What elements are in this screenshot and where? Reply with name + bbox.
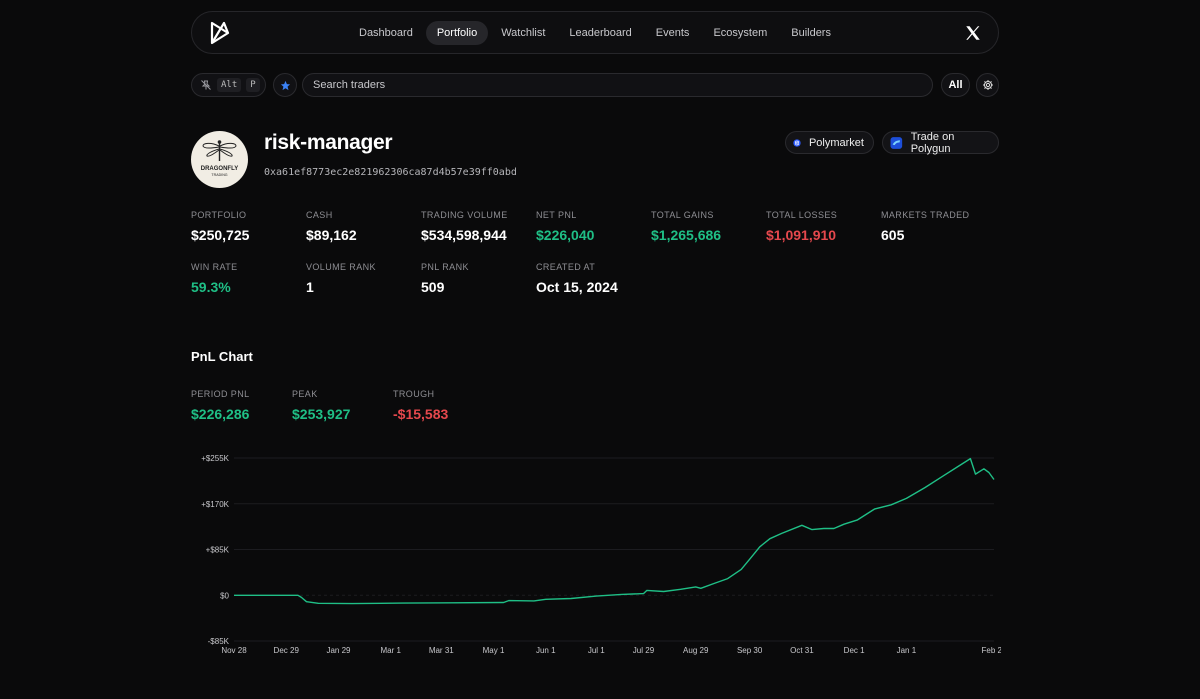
- stat-net-pnl: NET PNL $226,040: [536, 210, 594, 243]
- stat-label: PERIOD PNL: [191, 389, 250, 399]
- stat-value: Oct 15, 2024: [536, 279, 618, 295]
- stat-trading-volume: TRADING VOLUME $534,598,944: [421, 210, 508, 243]
- nav-links: Dashboard Portfolio Watchlist Leaderboard Ev…: [192, 21, 998, 45]
- stat-total-losses: TOTAL LOSSES $1,091,910: [766, 210, 837, 243]
- stat-label: MARKETS TRADED: [881, 210, 970, 220]
- x-tick-label: Sep 30: [737, 646, 763, 655]
- stat-value: 59.3%: [191, 279, 231, 295]
- nav-link-builders[interactable]: Builders: [791, 27, 831, 39]
- star-icon: [280, 80, 290, 90]
- stat-volume-rank: VOLUME RANK 1: [306, 262, 376, 295]
- filter-all-button[interactable]: All: [941, 73, 970, 97]
- stat-value: 509: [421, 279, 445, 295]
- stat-label: CASH: [306, 210, 333, 220]
- app-logo-icon[interactable]: [208, 21, 232, 45]
- nav-link-events[interactable]: Events: [655, 27, 690, 39]
- polymarket-icon: [793, 138, 801, 147]
- stat-label: TOTAL GAINS: [651, 210, 714, 220]
- dragonfly-logo-icon: DRAGONFLY TRADING: [201, 140, 238, 177]
- stat-label: VOLUME RANK: [306, 262, 376, 272]
- stat-label: NET PNL: [536, 210, 577, 220]
- stat-label: TOTAL LOSSES: [766, 210, 838, 220]
- x-tick-label: Jun 1: [536, 646, 556, 655]
- top-navigation: Dashboard Portfolio Watchlist Leaderboard Ev…: [191, 11, 999, 54]
- search-input[interactable]: [302, 73, 933, 97]
- x-tick-label: Jan 1: [897, 646, 917, 655]
- stat-trough: TROUGH -$15,583: [393, 389, 448, 422]
- stat-win-rate: WIN RATE 59.3%: [191, 262, 238, 295]
- stat-label: TROUGH: [393, 389, 435, 399]
- stat-label: TRADING VOLUME: [421, 210, 508, 220]
- polygun-icon: [890, 136, 903, 149]
- shortcut-key-alt: Alt: [217, 78, 242, 92]
- nav-link-ecosystem[interactable]: Ecosystem: [713, 27, 768, 39]
- stat-cash: CASH $89,162: [306, 210, 357, 243]
- shortcut-toggle[interactable]: Alt P: [191, 73, 266, 97]
- x-tick-label: Oct 31: [790, 646, 814, 655]
- watchlist-star-button[interactable]: [273, 73, 297, 97]
- x-tick-label: May 1: [483, 646, 505, 655]
- avatar-text-line2: TRADING: [211, 173, 227, 177]
- polygun-label: Trade on Polygun: [910, 130, 955, 155]
- x-tick-label: Jul 29: [633, 646, 655, 655]
- nav-link-leaderboard[interactable]: Leaderboard: [569, 27, 632, 39]
- stat-label: PORTFOLIO: [191, 210, 247, 220]
- polymarket-link[interactable]: Polymarket: [785, 131, 874, 154]
- y-tick-label: $0: [220, 591, 229, 600]
- stat-label: PNL RANK: [421, 262, 469, 272]
- x-tick-label: Dec 1: [844, 646, 865, 655]
- stat-period-pnl: PERIOD PNL $226,286: [191, 389, 250, 422]
- stat-value: $250,725: [191, 227, 250, 243]
- stat-value: $1,091,910: [766, 227, 837, 243]
- x-tick-label: Feb 22: [982, 646, 1001, 655]
- nav-link-watchlist[interactable]: Watchlist: [501, 27, 546, 39]
- gear-icon: [982, 80, 993, 90]
- stat-peak: PEAK $253,927: [292, 389, 350, 422]
- y-tick-label: -$85K: [208, 637, 230, 646]
- nav-link-portfolio[interactable]: Portfolio: [425, 21, 489, 45]
- stat-value: 1: [306, 279, 314, 295]
- pin-off-icon: [201, 80, 211, 90]
- pnl-series-line: [234, 457, 995, 605]
- stat-value: $534,598,944: [421, 227, 507, 243]
- x-twitter-icon[interactable]: [964, 24, 982, 42]
- x-tick-label: Dec 29: [274, 646, 300, 655]
- stat-created-at: CREATED AT Oct 15, 2024: [536, 262, 618, 295]
- avatar: DRAGONFLY TRADING: [191, 131, 248, 188]
- stat-value: $226,286: [191, 406, 250, 422]
- stat-pnl-rank: PNL RANK 509: [421, 262, 469, 295]
- x-tick-label: Jul 1: [588, 646, 605, 655]
- stat-label: PEAK: [292, 389, 318, 399]
- x-tick-label: Aug 29: [683, 646, 709, 655]
- x-tick-label: Mar 1: [380, 646, 401, 655]
- nav-link-dashboard[interactable]: Dashboard: [359, 27, 413, 39]
- y-tick-label: +$170K: [201, 500, 229, 509]
- stat-value: -$15,583: [393, 406, 449, 422]
- stat-value: $1,265,686: [651, 227, 722, 243]
- toolbar: Alt P All: [191, 73, 999, 97]
- stat-value: $253,927: [292, 406, 351, 422]
- x-tick-label: Jan 29: [326, 646, 351, 655]
- settings-button[interactable]: [976, 73, 999, 97]
- y-tick-label: +$255K: [201, 454, 229, 463]
- stat-label: WIN RATE: [191, 262, 238, 272]
- avatar-text-line1: DRAGONFLY: [201, 166, 238, 172]
- profile-name: risk-manager: [264, 131, 393, 154]
- stat-value: $89,162: [306, 227, 357, 243]
- stat-markets-traded: MARKETS TRADED 605: [881, 210, 969, 243]
- y-tick-label: +$85K: [206, 546, 230, 555]
- stat-label: CREATED AT: [536, 262, 596, 272]
- x-tick-label: Nov 28: [221, 646, 247, 655]
- shortcut-key-p: P: [246, 78, 260, 92]
- stat-total-gains: TOTAL GAINS $1,265,686: [651, 210, 721, 243]
- polygun-link[interactable]: Trade on Polygun: [882, 130, 999, 155]
- polymarket-label: Polymarket: [808, 136, 864, 149]
- wallet-address[interactable]: 0xa61ef8773ec2e821962306ca87d4b57e39ff0a…: [264, 167, 517, 178]
- stat-portfolio: PORTFOLIO $250,725: [191, 210, 249, 243]
- stat-value: $226,040: [536, 227, 595, 243]
- x-tick-label: Mar 31: [429, 646, 454, 655]
- stat-value: 605: [881, 227, 905, 243]
- pnl-chart-title: PnL Chart: [191, 349, 253, 364]
